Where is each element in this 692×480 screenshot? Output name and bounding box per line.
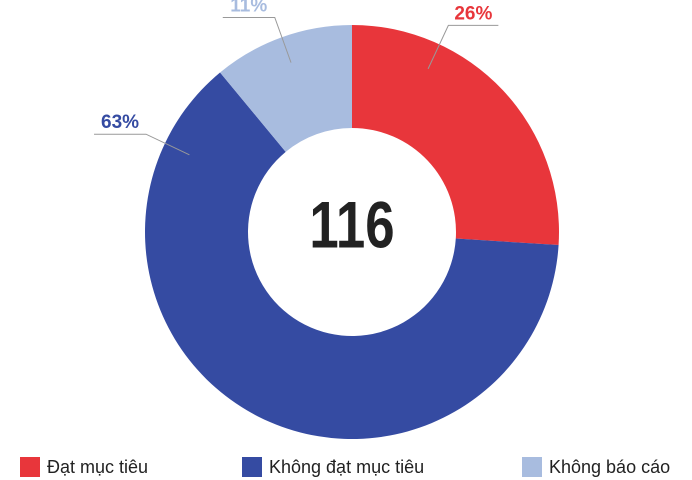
- value-label: 11%: [230, 0, 267, 16]
- legend-label: Không báo cáo: [549, 457, 670, 477]
- leader-line: [427, 24, 499, 70]
- center-total: 116: [309, 188, 394, 262]
- value-label: 63%: [101, 112, 139, 133]
- legend-swatch: [242, 457, 262, 477]
- leader-line: [222, 16, 292, 63]
- legend-label: Đạt mục tiêu: [47, 457, 148, 477]
- leader-line: [94, 133, 190, 156]
- legend-label: Không đạt mục tiêu: [269, 457, 424, 477]
- donut-slice: [145, 72, 559, 440]
- donut-slice: [220, 25, 352, 152]
- legend-swatch: [522, 457, 542, 477]
- legend-swatch: [20, 457, 40, 477]
- donut-slice: [352, 25, 559, 245]
- value-label: 26%: [454, 3, 492, 24]
